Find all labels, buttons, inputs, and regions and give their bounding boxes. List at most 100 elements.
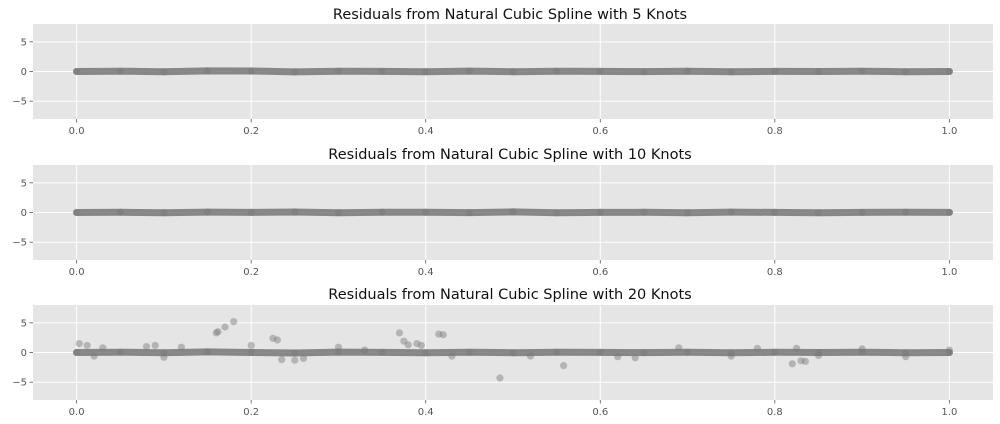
x-axis-ticks: 0.0 0.2 0.4 0.6 0.8 1.0	[69, 119, 957, 137]
x-tick-label: 0.2	[243, 407, 259, 418]
residual-point	[858, 208, 866, 216]
data-points	[73, 318, 954, 382]
x-tick-label: 0.8	[767, 407, 783, 418]
residual-point	[640, 349, 648, 357]
y-tick-label: 0	[21, 348, 27, 359]
residual-point	[334, 209, 343, 217]
residual-point	[75, 340, 83, 348]
x-tick-label: 0.2	[243, 267, 259, 278]
residual-point	[814, 351, 823, 360]
residual-point	[291, 349, 299, 357]
residual-point	[221, 323, 229, 331]
y-tick-label: −5	[12, 97, 27, 108]
residual-point	[753, 344, 762, 352]
residual-point	[247, 341, 255, 349]
residual-point	[247, 67, 255, 75]
residual-point	[793, 344, 801, 352]
residual-band	[73, 348, 953, 357]
residual-point	[334, 67, 343, 75]
residual-point	[230, 318, 238, 326]
y-tick-label: 0	[21, 208, 27, 219]
residual-point	[640, 208, 648, 216]
y-tick-label: 5	[21, 178, 27, 189]
residual-point	[465, 348, 473, 356]
panel-5-knots: Residuals from Natural Cubic Spline with…	[12, 7, 993, 137]
residual-point	[439, 331, 447, 339]
residual-point	[291, 68, 299, 76]
residual-point	[788, 360, 796, 368]
x-tick-label: 0.4	[418, 267, 434, 278]
panel-title: Residuals from Natural Cubic Spline with…	[333, 7, 687, 23]
residual-point	[116, 208, 124, 216]
residual-point	[631, 354, 639, 362]
panel-10-knots: Residuals from Natural Cubic Spline with…	[12, 147, 993, 278]
residual-point	[526, 352, 535, 360]
residual-point	[73, 67, 81, 76]
residual-point	[560, 362, 568, 370]
x-tick-label: 0.6	[592, 126, 608, 137]
residual-point	[273, 336, 281, 344]
residual-point	[814, 348, 823, 357]
residual-point	[247, 208, 255, 216]
residual-point	[509, 68, 517, 76]
residual-point	[945, 67, 954, 76]
residual-point	[177, 343, 185, 351]
x-tick-label: 0.8	[767, 267, 783, 278]
x-axis-ticks: 0.0 0.2 0.4 0.6 0.8 1.0	[69, 260, 957, 278]
residual-point	[299, 354, 308, 362]
residual-point	[902, 349, 910, 357]
residual-point	[683, 348, 692, 356]
residual-point	[400, 337, 408, 345]
residual-point	[675, 344, 683, 352]
residual-point	[448, 352, 456, 360]
residual-point	[465, 67, 473, 75]
residual-point	[160, 68, 168, 76]
x-tick-label: 0.4	[418, 126, 434, 137]
residual-band	[73, 208, 953, 217]
residual-point	[417, 341, 425, 349]
y-axis-ticks: 5 0 −5	[12, 178, 33, 249]
y-tick-label: 5	[21, 318, 27, 329]
residual-point	[727, 349, 735, 357]
residual-point	[334, 348, 343, 356]
panel-title: Residuals from Natural Cubic Spline with…	[328, 287, 691, 303]
panel-20-knots: Residuals from Natural Cubic Spline with…	[12, 287, 993, 418]
residual-point	[247, 348, 255, 357]
residual-point	[160, 349, 168, 357]
x-tick-label: 0.0	[69, 267, 85, 278]
residual-point	[99, 344, 107, 352]
residual-point	[814, 209, 823, 217]
x-tick-label: 1.0	[941, 267, 957, 278]
residual-point	[727, 208, 735, 216]
y-tick-label: −5	[12, 238, 27, 249]
residual-point	[378, 348, 386, 356]
x-tick-label: 0.0	[69, 407, 85, 418]
residual-point	[797, 357, 805, 365]
y-tick-label: −5	[12, 378, 27, 389]
residual-point	[945, 208, 954, 216]
x-tick-label: 1.0	[941, 407, 957, 418]
residual-point	[413, 340, 421, 348]
residual-point	[596, 208, 604, 216]
residual-point	[496, 374, 504, 382]
residual-point	[203, 67, 212, 75]
x-axis-ticks: 0.0 0.2 0.4 0.6 0.8 1.0	[69, 400, 957, 418]
y-axis-ticks: 5 0 −5	[12, 37, 33, 108]
residual-point	[142, 343, 151, 351]
panel-title: Residuals from Natural Cubic Spline with…	[328, 147, 691, 163]
residual-point	[683, 67, 692, 75]
residual-point	[269, 334, 277, 342]
y-tick-label: 0	[21, 67, 27, 78]
residual-point	[334, 343, 343, 351]
residual-point	[160, 353, 168, 361]
residual-point	[858, 348, 866, 356]
residual-point	[858, 345, 866, 353]
residual-point	[116, 67, 124, 75]
residual-point	[465, 209, 473, 217]
residual-point	[771, 208, 779, 216]
residual-band	[73, 67, 953, 76]
residual-point	[509, 349, 517, 357]
residual-point	[902, 353, 910, 361]
residual-point	[83, 341, 91, 349]
